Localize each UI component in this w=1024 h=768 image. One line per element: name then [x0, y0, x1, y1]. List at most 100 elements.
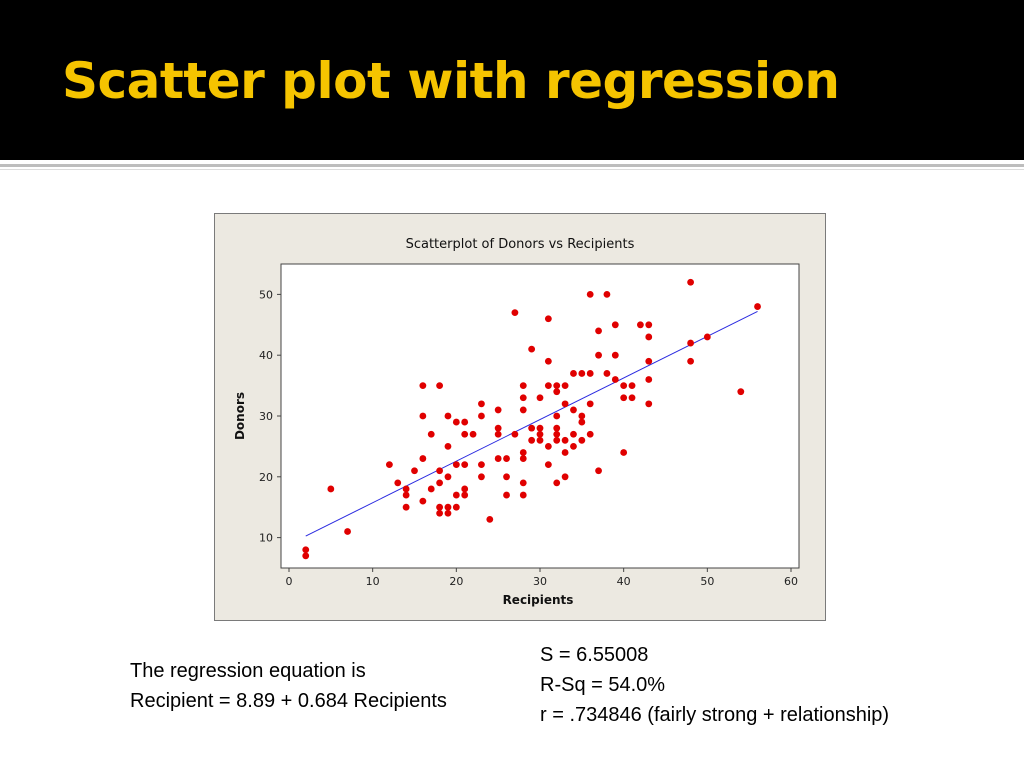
data-point	[519, 394, 527, 402]
data-point	[402, 503, 410, 511]
y-tick-label: 20	[259, 471, 273, 484]
data-point	[444, 503, 452, 511]
data-point	[536, 436, 544, 444]
data-points	[302, 278, 761, 560]
data-point	[519, 491, 527, 499]
data-point	[578, 436, 586, 444]
data-point	[544, 461, 552, 469]
data-point	[478, 473, 485, 481]
data-point	[411, 467, 418, 475]
stat-s: S = 6.55008	[540, 644, 649, 666]
data-point	[595, 327, 602, 335]
regression-line	[305, 311, 758, 537]
y-axis-title: Donors	[233, 392, 247, 440]
y-tick-label: 10	[259, 532, 273, 545]
data-point	[611, 321, 619, 329]
data-point	[737, 388, 745, 396]
x-tick-label: 20	[449, 575, 463, 588]
data-point	[611, 376, 619, 383]
equation-line-1: The regression equation is	[130, 660, 366, 682]
data-point	[511, 309, 519, 317]
data-point	[302, 552, 310, 560]
data-point	[444, 509, 452, 517]
x-tick-label: 0	[286, 575, 293, 588]
data-point	[511, 430, 519, 438]
data-point	[561, 382, 569, 389]
data-point	[544, 357, 552, 365]
x-axis-title: Recipients	[503, 593, 574, 607]
data-point	[436, 467, 443, 475]
data-point	[402, 485, 410, 493]
data-point	[553, 430, 561, 438]
stat-rsq: R-Sq = 54.0%	[540, 674, 666, 696]
data-point	[544, 315, 552, 323]
scatterplot-svg: Scatterplot of Donors vs Recipients 0 10 2…	[233, 237, 800, 607]
chart-title: Scatterplot of Donors vs Recipients	[406, 237, 635, 252]
data-point	[586, 400, 594, 408]
data-point	[419, 455, 427, 462]
data-point	[519, 479, 527, 487]
data-point	[444, 443, 452, 450]
data-point	[561, 400, 569, 408]
title-divider-thin	[0, 169, 1024, 170]
title-bar: Scatter plot with regression	[0, 0, 1024, 160]
data-point	[645, 357, 653, 365]
data-point	[469, 430, 477, 438]
x-tick-label: 10	[366, 575, 380, 588]
data-point	[402, 491, 410, 499]
data-point	[461, 485, 469, 493]
stat-r: r = .734846 (fairly strong + relationshi…	[540, 704, 890, 726]
data-point	[344, 528, 351, 535]
data-point	[427, 430, 435, 438]
data-point	[570, 430, 577, 438]
data-point	[561, 436, 569, 444]
x-tick-label: 60	[784, 575, 798, 588]
data-point	[436, 479, 443, 487]
data-point	[461, 461, 469, 469]
data-point	[528, 424, 536, 432]
data-point	[620, 382, 628, 389]
data-point	[595, 351, 602, 359]
data-point	[436, 509, 443, 517]
data-point	[478, 412, 485, 420]
data-point	[687, 278, 694, 286]
scatterplot-chart: Scatterplot of Donors vs Recipients 0 10 2…	[214, 213, 826, 621]
data-point	[586, 430, 594, 438]
x-tick-label: 50	[700, 575, 714, 588]
data-point	[645, 376, 653, 383]
data-point	[394, 479, 402, 487]
data-point	[519, 449, 527, 456]
data-point	[570, 370, 577, 377]
y-tick-label: 30	[259, 410, 273, 423]
data-point	[386, 461, 393, 469]
plot-area	[280, 263, 800, 569]
data-point	[436, 382, 443, 389]
data-point	[628, 394, 636, 402]
data-point	[586, 370, 594, 377]
data-point	[503, 455, 510, 462]
data-point	[519, 382, 527, 389]
data-point	[561, 473, 569, 481]
data-point	[427, 485, 435, 493]
data-point	[503, 491, 510, 499]
data-point	[528, 436, 536, 444]
data-point	[461, 430, 469, 438]
data-point	[578, 418, 586, 426]
data-point	[754, 303, 761, 310]
equation-line-2: Recipient = 8.89 + 0.684 Recipients	[130, 690, 447, 712]
slide-title: Scatter plot with regression	[62, 52, 840, 110]
regression-equation: The regression equation is Recipient = 8…	[130, 656, 447, 716]
data-point	[603, 291, 611, 298]
data-point	[586, 291, 594, 298]
data-point	[603, 370, 611, 377]
data-point	[561, 449, 569, 456]
data-point	[536, 430, 544, 438]
data-point	[444, 412, 452, 420]
data-point	[703, 333, 711, 341]
data-point	[578, 370, 586, 377]
data-point	[645, 321, 653, 329]
axis-ticks: 0 10 20 30 40 50 60 10 20 30 40 50	[259, 288, 798, 588]
data-point	[570, 443, 577, 450]
data-point	[553, 479, 561, 487]
data-point	[519, 406, 527, 414]
